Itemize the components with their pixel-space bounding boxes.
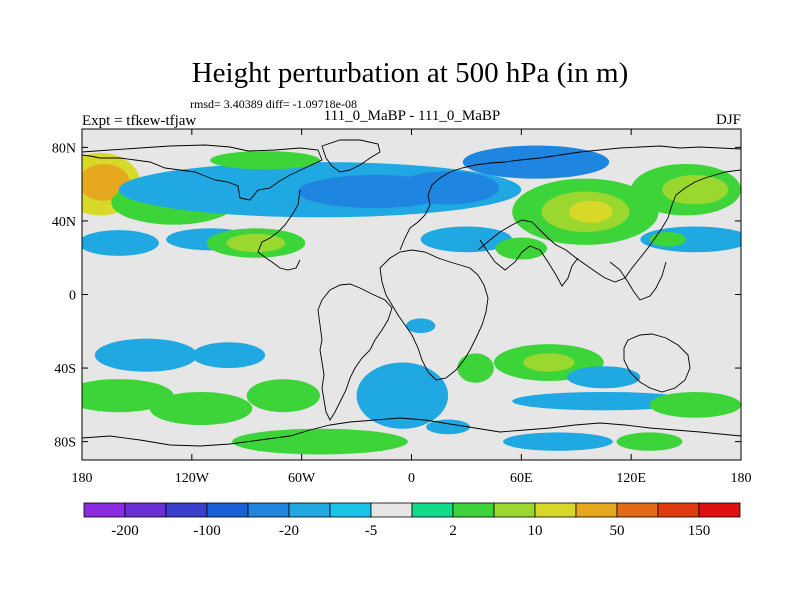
contour-region-18 xyxy=(420,226,513,253)
contour-region-19 xyxy=(495,237,547,260)
coastline-australia xyxy=(623,333,691,393)
colorbar-swatch-1 xyxy=(124,502,167,518)
coastline-antarctica xyxy=(82,417,741,447)
coastline-europe xyxy=(399,145,741,251)
x-tick-label: 180 xyxy=(731,471,752,486)
colorbar-swatch-11 xyxy=(534,502,577,518)
contour-fill-layer xyxy=(82,145,741,455)
coastline-eurasia-south xyxy=(477,169,741,283)
colorbar-label: -20 xyxy=(279,523,299,539)
colorbar: -200 -100 -20 -5 2 10 50 150 xyxy=(83,502,741,539)
colorbar-swatch-12 xyxy=(575,502,618,518)
contour-region-5 xyxy=(396,171,500,205)
colorbar-swatch-0 xyxy=(83,502,126,518)
coastline-africa xyxy=(379,249,489,381)
colorbar-swatch-6 xyxy=(329,502,372,518)
contour-region-26 xyxy=(356,362,449,429)
contour-region-31 xyxy=(649,391,741,418)
case-label: 111_0_MaBP - 111_0_MaBP xyxy=(324,108,500,124)
y-axis: 80N 40N 0 40S 80S xyxy=(52,141,741,451)
contour-region-25 xyxy=(246,379,320,413)
contour-region-22 xyxy=(191,342,266,369)
colorbar-swatch-5 xyxy=(288,502,331,518)
colorbar-label: 50 xyxy=(610,523,625,539)
coastline-north-america xyxy=(82,144,323,201)
contour-region-9 xyxy=(82,230,159,256)
contour-region-27 xyxy=(457,353,494,383)
contour-region-37 xyxy=(649,231,687,247)
contour-region-24 xyxy=(149,391,253,426)
contour-region-29 xyxy=(523,353,575,372)
x-tick-label: 60W xyxy=(288,471,316,486)
colorbar-swatch-8 xyxy=(411,502,454,518)
colorbar-label: 2 xyxy=(449,523,457,539)
coastline-layer xyxy=(82,139,741,447)
x-axis: 180 120W 60W 0 60E 120E 180 xyxy=(72,129,752,486)
experiment-label: Expt = tfkew-tfjaw xyxy=(82,113,196,129)
contour-region-34 xyxy=(503,432,613,451)
contour-region-16 xyxy=(662,174,729,205)
coastline-greenland xyxy=(321,139,381,173)
stats-label: rmsd= 3.40389 diff= -1.09718e-08 xyxy=(190,97,357,111)
colorbar-swatch-13 xyxy=(616,502,659,518)
contour-region-7 xyxy=(210,151,320,170)
y-tick-label: 40S xyxy=(54,362,76,377)
x-tick-label: 0 xyxy=(408,471,415,486)
colorbar-swatch-3 xyxy=(206,502,249,518)
colorbar-label: -100 xyxy=(193,523,221,539)
season-label: DJF xyxy=(716,112,741,128)
colorbar-label: -200 xyxy=(111,523,139,539)
y-tick-label: 80N xyxy=(52,141,76,156)
contour-region-36 xyxy=(426,419,471,435)
contour-region-21 xyxy=(94,338,198,372)
colorbar-swatch-7 xyxy=(370,502,413,518)
contour-region-32 xyxy=(567,366,641,389)
coastline-arabia-india xyxy=(479,239,579,287)
contour-region-11 xyxy=(226,233,286,253)
coastline-southeast-asia xyxy=(609,261,667,301)
colorbar-label: 150 xyxy=(688,523,711,539)
y-tick-label: 40N xyxy=(52,215,76,230)
x-tick-label: 120E xyxy=(616,471,646,486)
contour-region-1 xyxy=(82,163,130,201)
contour-region-6 xyxy=(462,145,610,179)
colorbar-swatch-14 xyxy=(657,502,700,518)
contour-region-35 xyxy=(616,432,683,451)
contour-region-30 xyxy=(512,391,696,411)
x-tick-label: 180 xyxy=(72,471,93,486)
colorbar-swatch-15 xyxy=(698,502,741,518)
colorbar-label: 10 xyxy=(528,523,543,539)
contour-region-23 xyxy=(82,379,174,413)
y-tick-label: 80S xyxy=(54,436,76,451)
colorbar-swatch-10 xyxy=(493,502,536,518)
coastline-central-america xyxy=(257,189,301,271)
colorbar-swatch-2 xyxy=(165,502,208,518)
colorbar-label: -5 xyxy=(365,523,378,539)
contour-region-33 xyxy=(232,428,408,455)
contour-region-20 xyxy=(406,318,436,334)
contour-region-14 xyxy=(568,200,613,223)
x-tick-label: 120W xyxy=(175,471,210,486)
coastline-south-america xyxy=(317,283,393,421)
colorbar-swatch-4 xyxy=(247,502,290,518)
x-tick-label: 60E xyxy=(510,471,533,486)
chart-title: Height perturbation at 500 hPa (in m) xyxy=(192,57,629,89)
y-tick-label: 0 xyxy=(69,289,76,304)
colorbar-swatch-9 xyxy=(452,502,495,518)
